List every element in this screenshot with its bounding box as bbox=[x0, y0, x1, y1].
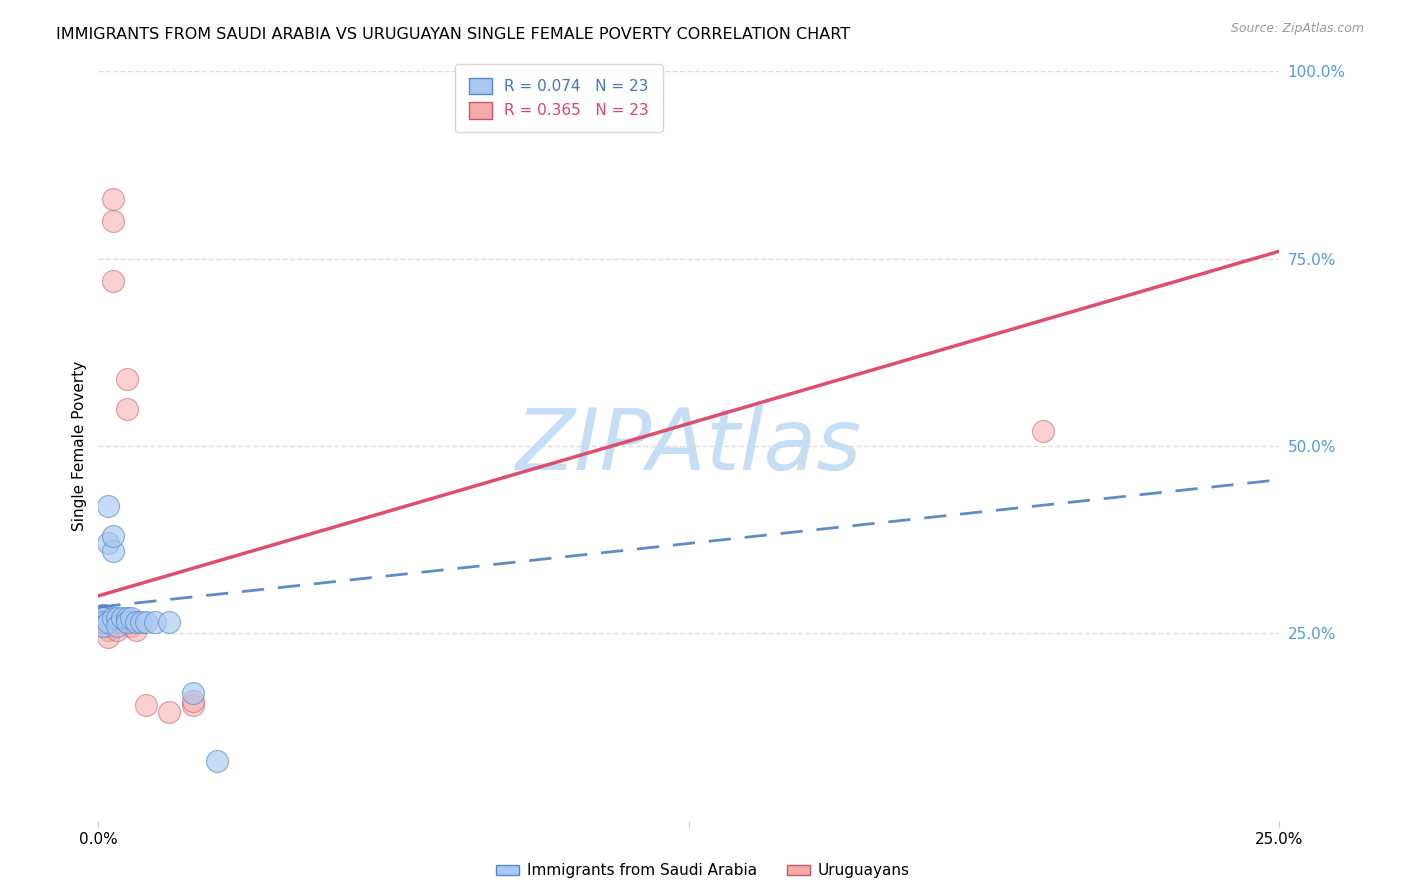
Point bbox=[111, 611, 134, 625]
Legend: Immigrants from Saudi Arabia, Uruguayans: Immigrants from Saudi Arabia, Uruguayans bbox=[491, 857, 915, 884]
Point bbox=[97, 630, 120, 644]
Point bbox=[125, 615, 148, 629]
Point bbox=[101, 544, 124, 558]
Text: IMMIGRANTS FROM SAUDI ARABIA VS URUGUAYAN SINGLE FEMALE POVERTY CORRELATION CHAR: IMMIGRANTS FROM SAUDI ARABIA VS URUGUAYA… bbox=[56, 27, 851, 42]
Point bbox=[105, 619, 128, 633]
Point bbox=[181, 686, 204, 700]
Y-axis label: Single Female Poverty: Single Female Poverty bbox=[72, 361, 87, 531]
Point bbox=[157, 615, 180, 629]
Point bbox=[97, 536, 120, 550]
Point bbox=[105, 615, 128, 629]
Point bbox=[91, 607, 114, 622]
Point bbox=[181, 694, 204, 708]
Point bbox=[97, 619, 120, 633]
Point bbox=[1032, 424, 1054, 438]
Point bbox=[91, 615, 114, 629]
Point bbox=[105, 611, 128, 625]
Text: Source: ZipAtlas.com: Source: ZipAtlas.com bbox=[1230, 22, 1364, 36]
Point bbox=[157, 705, 180, 719]
Point bbox=[115, 615, 138, 629]
Point bbox=[115, 611, 138, 625]
Point bbox=[181, 698, 204, 712]
Point bbox=[121, 611, 143, 625]
Point bbox=[101, 192, 124, 206]
Point bbox=[91, 611, 114, 625]
Point bbox=[101, 529, 124, 543]
Point bbox=[135, 698, 157, 712]
Point bbox=[101, 611, 124, 625]
Point bbox=[97, 623, 120, 637]
Point bbox=[101, 274, 124, 288]
Point bbox=[135, 615, 157, 629]
Point bbox=[97, 615, 120, 629]
Point bbox=[101, 214, 124, 228]
Point bbox=[97, 499, 120, 513]
Point bbox=[115, 371, 138, 385]
Legend: R = 0.074   N = 23, R = 0.365   N = 23: R = 0.074 N = 23, R = 0.365 N = 23 bbox=[456, 64, 662, 132]
Point bbox=[121, 619, 143, 633]
Point bbox=[205, 754, 228, 768]
Point bbox=[97, 615, 120, 629]
Point bbox=[143, 615, 166, 629]
Point bbox=[91, 607, 114, 622]
Point bbox=[125, 623, 148, 637]
Point bbox=[105, 623, 128, 637]
Point bbox=[129, 615, 152, 629]
Point bbox=[121, 615, 143, 629]
Point bbox=[91, 611, 114, 625]
Point bbox=[115, 401, 138, 416]
Point bbox=[91, 619, 114, 633]
Point bbox=[91, 615, 114, 629]
Text: ZIPAtlas: ZIPAtlas bbox=[516, 404, 862, 488]
Point bbox=[111, 615, 134, 629]
